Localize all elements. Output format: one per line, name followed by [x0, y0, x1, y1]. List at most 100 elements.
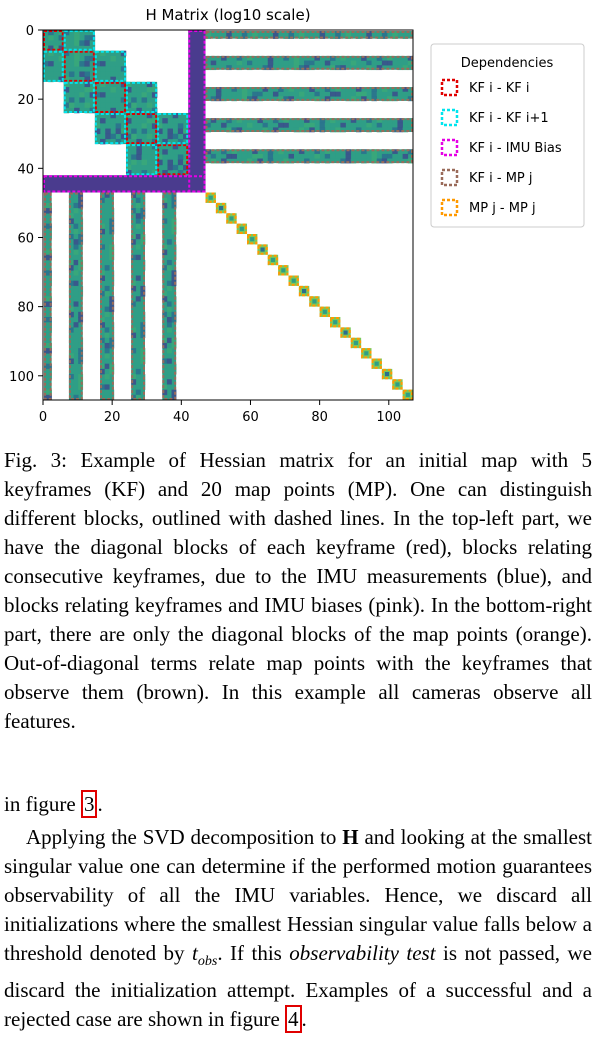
- matrix-cell: [131, 311, 137, 318]
- matrix-cell: [262, 122, 269, 128]
- matrix-cell: [402, 31, 409, 39]
- matrix-cell: [73, 270, 79, 276]
- matrix-cell: [110, 112, 116, 119]
- matrix-cell: [110, 66, 116, 72]
- matrix-cell: [140, 327, 146, 333]
- matrix-cell: [293, 60, 300, 66]
- matrix-cell: [376, 55, 383, 61]
- text-run: . If this: [217, 941, 290, 965]
- matrix-cell: [131, 213, 137, 219]
- matrix-cell: [140, 358, 146, 364]
- matrix-cell: [231, 91, 237, 97]
- mp-mp-center: [291, 278, 296, 283]
- matrix-cell: [267, 65, 274, 71]
- matrix-cell: [120, 66, 127, 72]
- matrix-cell: [84, 40, 90, 46]
- mp-mp-outline: [392, 379, 403, 390]
- matrix-cell: [376, 118, 383, 124]
- matrix-cell: [73, 306, 79, 313]
- matrix-cell: [131, 239, 137, 245]
- x-tick-label: 100: [376, 410, 401, 425]
- matrix-cell: [104, 327, 110, 333]
- matrix-cell: [100, 342, 105, 349]
- legend-swatch: [440, 78, 459, 97]
- matrix-cell: [100, 92, 106, 98]
- matrix-cell: [330, 153, 336, 159]
- matrix-cell: [120, 107, 127, 114]
- matrix-cell: [44, 202, 52, 209]
- matrix-cell: [272, 31, 279, 39]
- matrix-cell: [131, 332, 137, 339]
- matrix-cell: [304, 158, 310, 164]
- matrix-cell: [140, 322, 146, 328]
- matrix-cell: [140, 311, 146, 318]
- matrix-cell: [73, 280, 79, 287]
- matrix-cell: [309, 122, 315, 128]
- matrix-cell: [73, 275, 79, 282]
- matrix-cell: [100, 208, 105, 214]
- matrix-cell: [68, 311, 74, 318]
- matrix-cell: [68, 384, 74, 390]
- matrix-cell: [140, 384, 146, 390]
- matrix-cell: [131, 301, 137, 307]
- matrix-cell: [166, 374, 172, 380]
- matrix-cell: [136, 154, 142, 160]
- figure-ref-3[interactable]: 3: [80, 790, 98, 818]
- matrix-cell: [151, 149, 158, 155]
- matrix-cell: [278, 96, 284, 102]
- matrix-cell: [215, 87, 222, 92]
- mp-mp-outline: [381, 368, 393, 380]
- matrix-cell: [100, 275, 105, 282]
- matrix-cell: [171, 192, 177, 199]
- matrix-cell: [136, 144, 142, 150]
- matrix-cell: [288, 153, 295, 159]
- matrix-cell: [236, 127, 243, 133]
- matrix-cell: [350, 158, 357, 164]
- matrix-cell: [79, 97, 85, 103]
- figure-ref-4[interactable]: 4: [285, 1005, 302, 1034]
- matrix-cell: [397, 118, 403, 124]
- matrix-cell: [63, 40, 70, 46]
- matrix-cell: [104, 218, 110, 224]
- matrix-cell: [319, 127, 326, 133]
- matrix-cell: [109, 296, 115, 302]
- matrix-cell: [44, 317, 52, 323]
- matrix-cell: [226, 127, 232, 133]
- matrix-cell: [183, 133, 189, 140]
- matrix-cell: [172, 133, 179, 140]
- matrix-cell: [157, 154, 163, 160]
- matrix-cell: [340, 60, 346, 66]
- text-run: Applying the SVD decomposition to: [26, 825, 343, 849]
- matrix-cell: [345, 153, 352, 159]
- matrix-cell: [78, 285, 84, 292]
- matrix-cell: [162, 154, 168, 160]
- matrix-cell: [131, 394, 137, 401]
- matrix-cell: [78, 353, 84, 359]
- matrix-cell: [166, 337, 172, 344]
- matrix-cell: [387, 60, 393, 66]
- matrix-cell: [402, 149, 409, 155]
- matrix-cell: [104, 337, 110, 344]
- mp-mp-center: [208, 195, 213, 200]
- matrix-cell: [100, 254, 105, 261]
- matrix-cell: [94, 61, 101, 67]
- matrix-cell: [171, 342, 177, 349]
- matrix-cell: [100, 138, 106, 145]
- matrix-cell: [350, 122, 357, 128]
- matrix-cell: [162, 112, 168, 119]
- matrix-cell: [283, 60, 289, 66]
- matrix-cell: [309, 149, 315, 155]
- matrix-cell: [283, 122, 289, 128]
- matrix-cell: [131, 374, 137, 380]
- matrix-cell: [100, 118, 106, 124]
- matrix-cell: [135, 228, 141, 235]
- matrix-cell: [314, 118, 320, 124]
- matrix-cell: [355, 87, 362, 92]
- matrix-cell: [381, 149, 388, 155]
- matrix-cell: [100, 87, 106, 93]
- matrix-cell: [166, 327, 172, 333]
- matrix-cell: [110, 97, 116, 103]
- matrix-cell: [267, 118, 274, 124]
- matrix-cell: [324, 122, 331, 128]
- matrix-cell: [162, 123, 168, 129]
